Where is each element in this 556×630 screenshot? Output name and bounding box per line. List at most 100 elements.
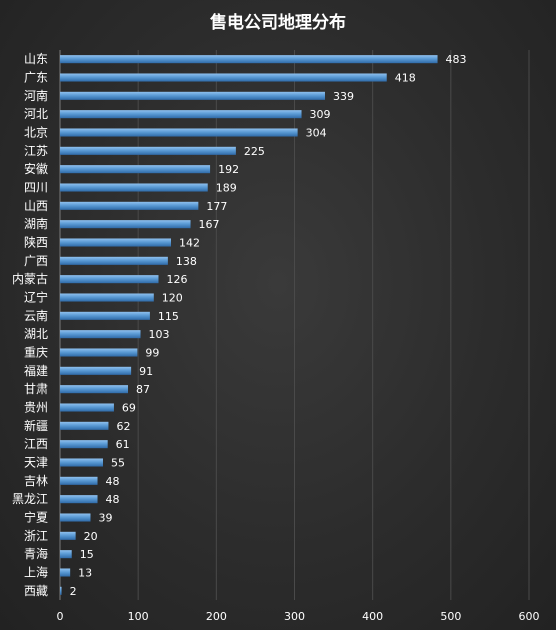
bar (60, 458, 103, 467)
bar (60, 220, 191, 229)
category-label: 吉林 (24, 474, 48, 488)
value-label: 483 (446, 53, 467, 66)
value-label: 2 (70, 585, 77, 598)
value-label: 103 (149, 328, 170, 341)
bars (60, 55, 438, 595)
value-label: 39 (98, 512, 112, 525)
value-label: 304 (306, 127, 327, 140)
category-label: 福建 (24, 363, 48, 378)
category-label: 宁夏 (24, 510, 48, 525)
category-label: 陕西 (24, 235, 48, 250)
category-label: 甘肃 (24, 382, 48, 396)
category-label: 贵州 (24, 401, 48, 415)
category-label: 天津 (24, 456, 48, 470)
value-label: 69 (122, 402, 136, 415)
x-tick-label: 0 (57, 610, 64, 623)
bar (60, 421, 109, 430)
bar (60, 128, 298, 137)
category-label: 安徽 (24, 161, 48, 176)
category-label: 江苏 (24, 144, 48, 158)
value-label: 309 (310, 108, 331, 121)
value-label: 339 (333, 90, 354, 103)
value-label: 418 (395, 72, 416, 85)
category-label: 河北 (24, 107, 48, 121)
bar (60, 91, 325, 100)
value-label: 126 (166, 273, 187, 286)
bar (60, 201, 199, 210)
value-label: 55 (111, 457, 125, 470)
bar (60, 73, 387, 82)
value-label: 48 (106, 475, 120, 488)
category-label: 山西 (24, 199, 48, 213)
value-label: 225 (244, 145, 265, 158)
x-tick-label: 600 (519, 610, 540, 623)
bar (60, 330, 141, 339)
x-tick-label: 200 (206, 610, 227, 623)
value-label: 48 (106, 493, 120, 506)
bar (60, 55, 438, 64)
category-label: 重庆 (24, 346, 48, 360)
value-label: 99 (145, 347, 159, 360)
value-label: 138 (176, 255, 197, 268)
bar (60, 165, 211, 174)
bar (60, 476, 98, 485)
bar (60, 366, 132, 375)
bar (60, 110, 302, 119)
bar (60, 348, 138, 357)
value-label: 20 (84, 530, 98, 543)
bar (60, 256, 168, 265)
category-label: 内蒙古 (12, 271, 48, 286)
x-tick-label: 500 (440, 610, 461, 623)
value-label: 142 (179, 237, 200, 250)
bar (60, 385, 129, 394)
value-label: 120 (162, 292, 183, 305)
category-label: 云南 (24, 308, 48, 323)
category-label: 黑龙江 (12, 492, 48, 506)
category-labels: 山东广东河南河北北京江苏安徽四川山西湖南陕西广西内蒙古辽宁云南湖北重庆福建甘肃贵… (12, 52, 48, 598)
chart-title: 售电公司地理分布 (210, 12, 346, 33)
x-axis-ticks: 0 100 200 300 400 500 600 (57, 610, 540, 623)
category-label: 山东 (24, 52, 48, 66)
category-label: 新疆 (24, 418, 48, 433)
bar (60, 403, 114, 412)
bar (60, 311, 150, 320)
x-tick-label: 100 (128, 610, 149, 623)
bar (60, 146, 236, 155)
bar (60, 275, 159, 284)
bar (60, 531, 76, 540)
category-label: 北京 (24, 126, 48, 140)
value-label: 62 (116, 420, 130, 433)
category-label: 西藏 (24, 584, 48, 598)
bar (60, 238, 171, 247)
value-label: 177 (206, 200, 227, 213)
category-label: 广西 (24, 254, 48, 268)
category-label: 广东 (24, 71, 48, 85)
bar (60, 550, 72, 559)
category-label: 浙江 (24, 529, 48, 543)
bar (60, 568, 71, 577)
bar (60, 183, 208, 192)
category-label: 辽宁 (24, 290, 48, 305)
category-label: 湖北 (24, 326, 48, 341)
value-label: 87 (136, 383, 150, 396)
category-label: 河南 (24, 88, 48, 103)
value-label: 15 (80, 548, 94, 561)
value-label: 115 (158, 310, 179, 323)
category-label: 上海 (24, 565, 48, 580)
value-label: 167 (199, 218, 220, 231)
x-tick-label: 300 (284, 610, 305, 623)
category-label: 青海 (24, 546, 48, 561)
category-label: 江西 (24, 437, 48, 451)
gridlines (59, 50, 530, 600)
category-label: 湖南 (24, 216, 48, 231)
bar (60, 495, 98, 504)
bar (60, 440, 108, 449)
value-label: 13 (78, 567, 92, 580)
value-label: 61 (116, 438, 130, 451)
bar (60, 513, 91, 522)
bar (60, 586, 62, 595)
x-tick-label: 400 (362, 610, 383, 623)
value-label: 189 (216, 182, 237, 195)
